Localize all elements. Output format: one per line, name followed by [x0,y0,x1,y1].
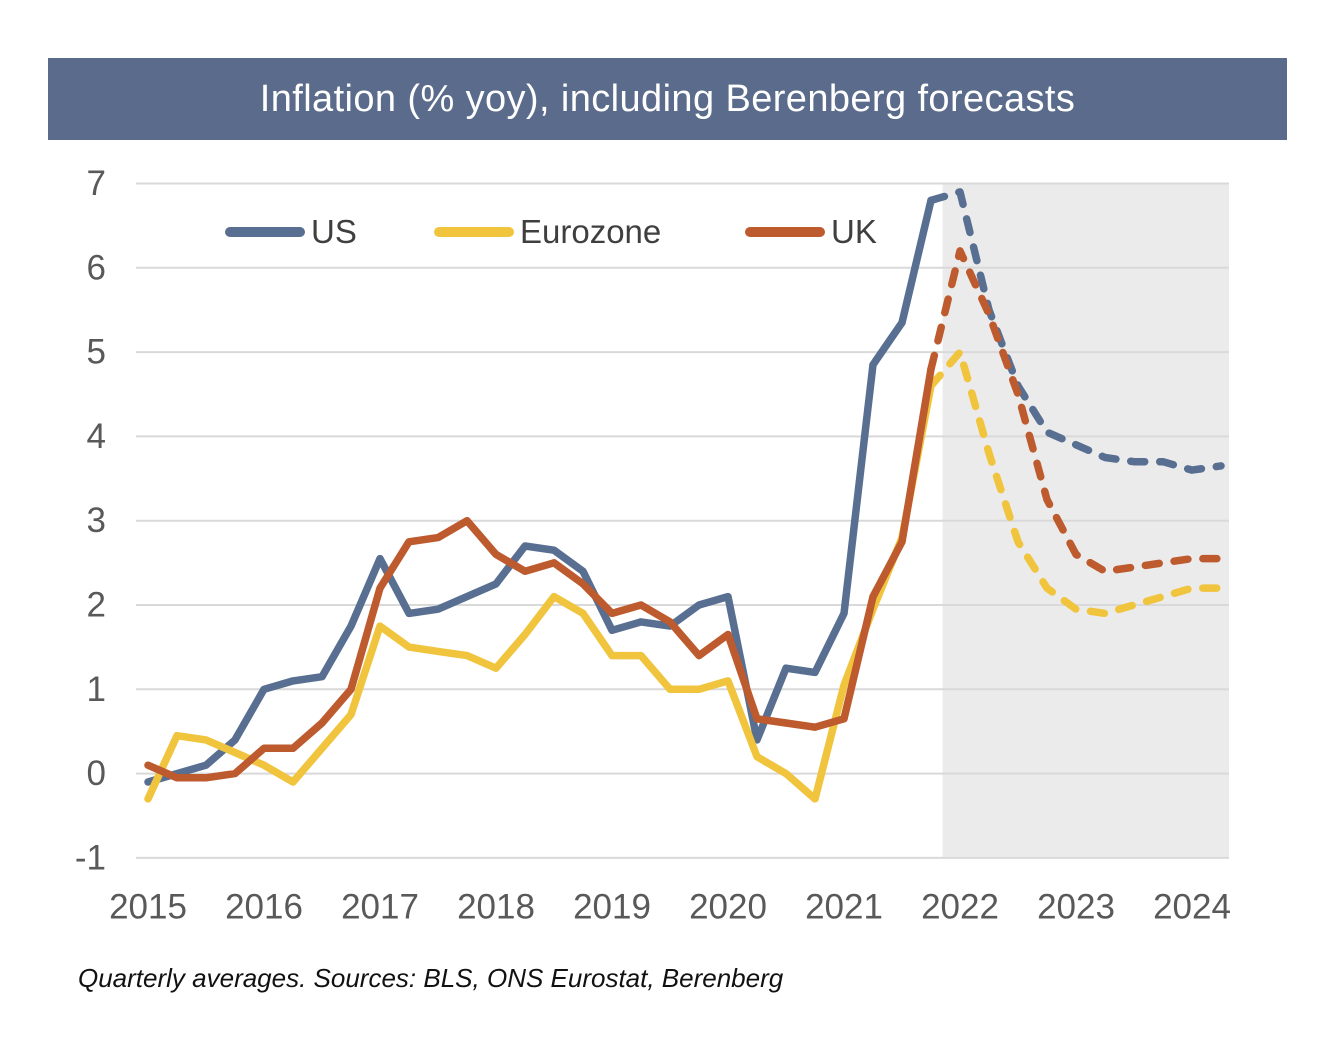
legend-item-uk: UK [745,213,877,250]
y-tick-label: 4 [87,417,106,456]
us-line-history [144,196,935,786]
legend-item-us: US [225,213,357,250]
y-tick-label: -1 [75,838,106,877]
x-tick-label: 2024 [1153,888,1231,927]
x-tick-label: 2017 [341,888,419,927]
chart-title-bar: Inflation (% yoy), including Berenberg f… [48,58,1287,140]
x-tick-label: 2016 [225,888,303,927]
source-footnote: Quarterly averages. Sources: BLS, ONS Eu… [78,963,784,993]
eurozone-line-forecast [927,348,1225,618]
us-line-forecast [927,188,1225,474]
x-tick-label: 2020 [689,888,767,927]
x-tick-label: 2019 [573,888,651,927]
chart-title: Inflation (% yoy), including Berenberg f… [259,77,1076,120]
uk-line-swatch [745,227,825,237]
legend-item-eurozone: Eurozone [434,213,662,250]
y-tick-label: 3 [87,501,106,540]
eurozone-line-swatch [434,227,514,237]
y-tick-label: 2 [87,586,106,625]
legend-label-eurozone: Eurozone [520,213,662,250]
us-line-swatch [225,227,305,237]
legend-label-uk: UK [831,213,877,250]
legend-label-us: US [311,213,357,250]
eurozone-line-history [144,382,935,803]
x-tick-label: 2018 [457,888,535,927]
x-tick-label: 2021 [805,888,883,927]
y-tick-label: 5 [87,333,106,372]
y-tick-label: 7 [87,164,106,203]
y-tick-label: 1 [87,670,106,709]
x-tick-label: 2023 [1037,888,1115,927]
y-tick-label: 6 [87,248,106,287]
y-tick-label: 0 [87,754,106,793]
uk-line-history [144,365,935,782]
uk-line-forecast [927,247,1225,576]
x-tick-label: 2022 [921,888,999,927]
x-tick-label: 2015 [109,888,187,927]
